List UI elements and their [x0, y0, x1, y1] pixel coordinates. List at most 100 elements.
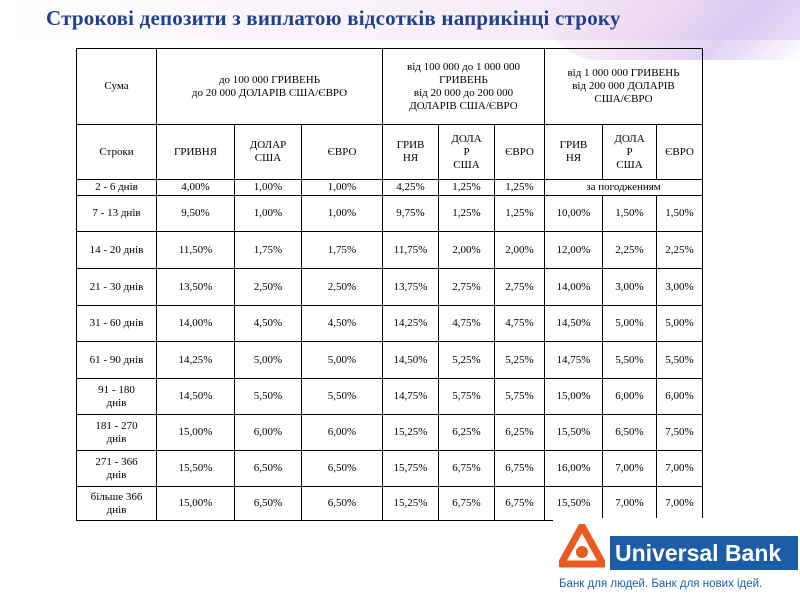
- rate-cell: 14,00%: [156, 305, 235, 342]
- rate-cell: 14,50%: [382, 341, 439, 379]
- rate-value: 1,75%: [253, 243, 283, 256]
- rate-value: 2,25%: [665, 243, 694, 256]
- rate-value: 7,00%: [665, 462, 694, 474]
- rate-cell: 14,50%: [156, 378, 235, 415]
- rate-value: 5,50%: [327, 390, 357, 402]
- rate-cell: 6,75%: [438, 486, 495, 521]
- rate-value: 14,00%: [556, 280, 591, 293]
- rate-cell: 7,00%: [602, 486, 657, 521]
- rate-row: 181 - 270 днів 15,00% 6,00% 6,00% 15,25% 6,25%…: [76, 414, 703, 451]
- rate-cell: 1,50%: [602, 195, 657, 232]
- term-cell: 31 - 60 днів: [76, 305, 157, 342]
- rate-value: 9,50%: [181, 207, 210, 219]
- cell-text: США: [616, 158, 643, 171]
- rate-value: 7,50%: [665, 426, 694, 438]
- rate-cell: 9,50%: [156, 195, 235, 232]
- cell-text: днів: [106, 503, 127, 516]
- rate-row: 31 - 60 днів 14,00% 4,50% 4,50% 14,25% 4,75% 4…: [76, 305, 703, 342]
- term-cell: 271 - 366 днів: [76, 450, 157, 487]
- rate-value: 12,00%: [556, 243, 591, 256]
- rate-value: 13,50%: [178, 280, 213, 293]
- rate-cell: 2,50%: [301, 268, 383, 306]
- rate-cell: 15,75%: [382, 450, 439, 487]
- rate-cell: 15,50%: [156, 450, 235, 487]
- cell-text: США/ЄВРО: [594, 93, 653, 105]
- rate-value: 5,00%: [615, 317, 644, 329]
- rate-value: 15,50%: [556, 426, 591, 438]
- rate-cell: 15,25%: [382, 414, 439, 451]
- rate-cell: 14,25%: [382, 305, 439, 342]
- rate-value: 4,25%: [396, 181, 425, 193]
- term-cell: 14 - 20 днів: [76, 231, 157, 269]
- rate-value: 4,00%: [181, 181, 210, 193]
- rate-value: 4,50%: [253, 317, 283, 329]
- cell-text: ГРИВНЯ: [173, 145, 218, 158]
- negotiated-cell: за погодженням: [544, 179, 703, 196]
- rate-cell: 1,75%: [234, 231, 302, 269]
- rate-cell: 6,00%: [301, 414, 383, 451]
- rate-cell: 13,50%: [156, 268, 235, 306]
- rate-cell: 2,25%: [656, 231, 703, 269]
- header-row-currency: Строки ГРИВНЯ ДОЛАР США ЄВРО ГРИВ НЯ ДОЛА Р США ЄВ…: [76, 124, 703, 180]
- rate-value: 7,00%: [615, 497, 644, 509]
- rate-value: 6,25%: [505, 426, 534, 438]
- rate-cell: 4,25%: [382, 179, 439, 196]
- rate-cell: 11,50%: [156, 231, 235, 269]
- rate-cell: 9,75%: [382, 195, 439, 232]
- cell-text: 2 - 6 днів: [95, 181, 138, 193]
- rate-cell: 6,75%: [494, 486, 545, 521]
- rate-value: 5,50%: [665, 353, 694, 366]
- rate-row: 21 - 30 днів 13,50% 2,50% 2,50% 13,75% 2,75% 2…: [76, 268, 703, 306]
- rate-value: 6,00%: [253, 426, 283, 438]
- rate-row: 271 - 366 днів 15,50% 6,50% 6,50% 15,75% 6,75%…: [76, 450, 703, 487]
- amount-range-3: від 1 000 000 ГРИВЕНЬ від 200 000 ДОЛАРІВ…: [544, 48, 703, 125]
- rate-cell: 15,25%: [382, 486, 439, 521]
- rate-value: 6,00%: [615, 390, 644, 402]
- cell-text: США: [254, 152, 282, 164]
- rate-cell: 1,00%: [301, 195, 383, 232]
- rate-value: 5,00%: [327, 353, 357, 366]
- rate-value: 15,25%: [393, 497, 428, 509]
- cell-text: ДОЛА: [614, 132, 645, 145]
- rate-value: 1,50%: [615, 207, 644, 219]
- term-cell: 2 - 6 днів: [76, 179, 157, 196]
- cell-text: США: [453, 158, 480, 171]
- rate-value: 4,50%: [327, 317, 357, 329]
- rate-value: 6,75%: [452, 462, 481, 474]
- rate-cell: 11,75%: [382, 231, 439, 269]
- rate-cell: 1,00%: [234, 195, 302, 232]
- rate-value: 1,25%: [452, 181, 481, 193]
- rate-cell: 4,50%: [234, 305, 302, 342]
- term-cell: 7 - 13 днів: [76, 195, 157, 232]
- rate-cell: 2,75%: [494, 268, 545, 306]
- rate-value: 6,50%: [615, 426, 644, 438]
- rate-value: 15,75%: [393, 462, 428, 474]
- rate-cell: 14,25%: [156, 341, 235, 379]
- rate-cell: 14,00%: [544, 268, 603, 306]
- amount-label: Сума: [104, 80, 129, 92]
- rate-value: 6,50%: [253, 462, 283, 474]
- rate-value: 14,00%: [178, 317, 213, 329]
- rate-cell: 6,75%: [494, 450, 545, 487]
- rate-cell: 3,00%: [602, 268, 657, 306]
- rate-cell: 2,00%: [494, 231, 545, 269]
- rate-cell: 15,00%: [156, 414, 235, 451]
- rate-cell: 14,75%: [544, 341, 603, 379]
- rate-cell: 16,00%: [544, 450, 603, 487]
- rate-value: 14,25%: [393, 317, 428, 329]
- rate-cell: 1,25%: [494, 179, 545, 196]
- rate-value: 2,50%: [253, 280, 283, 293]
- rate-value: 15,00%: [178, 497, 213, 509]
- rate-value: 1,75%: [327, 243, 357, 256]
- page-title: Строкові депозити з виплатою відсотків н…: [46, 6, 621, 30]
- currency-header: ЄВРО: [301, 124, 383, 180]
- rate-value: 6,00%: [665, 390, 694, 402]
- amount-range-1: до 100 000 ГРИВЕНЬ до 20 000 ДОЛАРІВ США/…: [156, 48, 383, 125]
- cell-text: 14 - 20 днів: [89, 243, 144, 256]
- rate-cell: 14,75%: [382, 378, 439, 415]
- cell-text: днів: [106, 396, 127, 409]
- rate-cell: 7,00%: [656, 486, 703, 521]
